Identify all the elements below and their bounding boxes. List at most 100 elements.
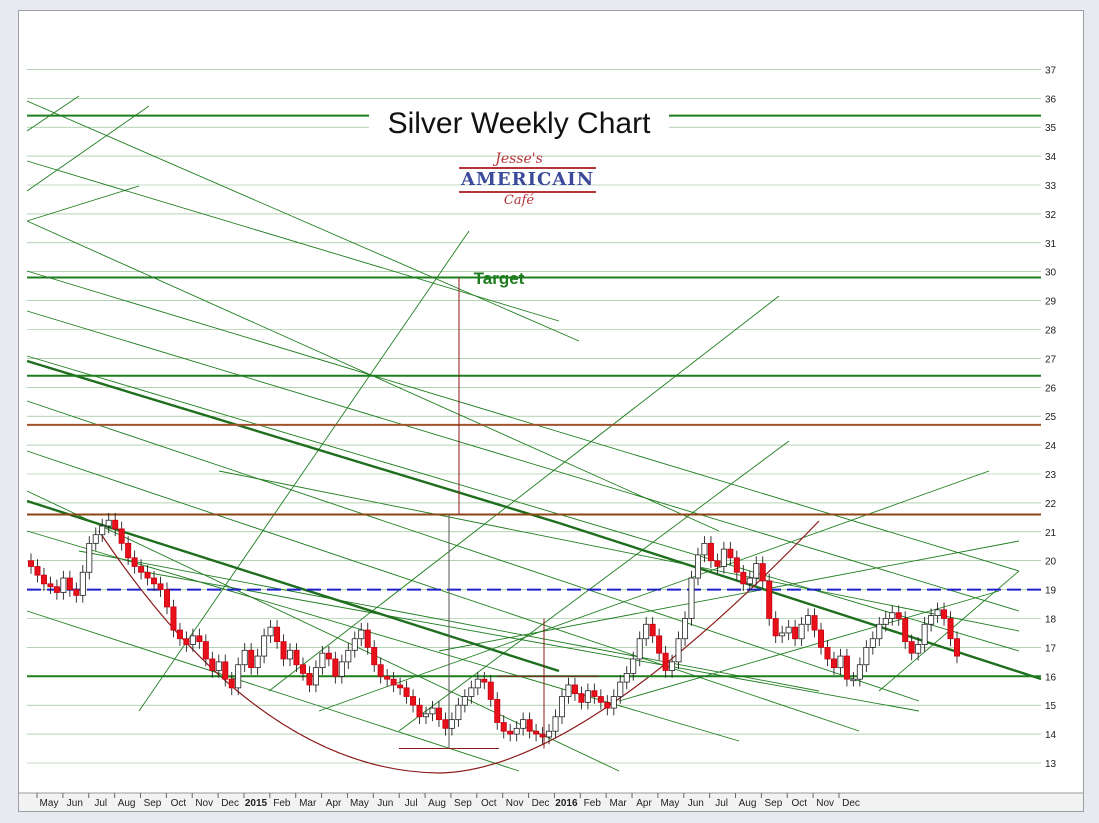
silver-weekly-chart: 13 14 15 16 17 18 19 20 21 22 23 24 25 26 27 28 29 30 31 32… xyxy=(19,65,1083,811)
candle-body xyxy=(902,618,909,643)
candle-body xyxy=(818,629,825,648)
candle-body xyxy=(843,655,850,680)
candle-body xyxy=(947,618,954,640)
trend-line xyxy=(398,440,790,732)
candle-body xyxy=(34,566,41,576)
candle-body xyxy=(701,542,708,556)
trend-line xyxy=(26,95,80,132)
candle-body xyxy=(280,641,287,660)
x-tick-label: Feb xyxy=(584,798,602,809)
logo-line-2: AMERICAIN xyxy=(459,167,597,193)
y-tick-label: 21 xyxy=(1045,528,1057,539)
candle-body xyxy=(520,719,527,729)
trend-line xyxy=(26,400,920,702)
candle-body xyxy=(694,554,701,579)
x-tick-label: Aug xyxy=(118,798,136,809)
candle-body xyxy=(73,589,80,596)
candle-body xyxy=(351,638,358,651)
candle-body xyxy=(423,713,430,718)
candle-body xyxy=(707,542,714,562)
y-tick-label: 31 xyxy=(1045,239,1057,250)
candle-body xyxy=(941,609,948,619)
candle-body xyxy=(176,629,183,640)
candle-body xyxy=(824,647,831,660)
candle-body xyxy=(299,664,306,674)
y-tick-label: 28 xyxy=(1045,326,1057,337)
x-tick-label: 2016 xyxy=(555,798,578,809)
candle-body xyxy=(785,626,792,634)
trend-line-heavy xyxy=(26,359,560,525)
y-tick-label: 18 xyxy=(1045,615,1057,626)
candle-body xyxy=(798,623,805,640)
candle-body xyxy=(539,733,546,738)
candle-body xyxy=(66,577,73,590)
candle-body xyxy=(170,606,177,631)
candle-body xyxy=(610,696,617,709)
candle-body xyxy=(157,583,164,591)
x-tick-label: Aug xyxy=(428,798,446,809)
y-tick-label: 26 xyxy=(1045,383,1057,394)
candle-body xyxy=(79,571,86,596)
trend-line xyxy=(138,570,920,712)
trend-line xyxy=(26,610,520,772)
trend-line xyxy=(26,100,580,342)
x-tick-label: Jun xyxy=(67,798,83,809)
x-tick-label: May xyxy=(40,798,59,809)
candle-body xyxy=(202,641,209,660)
candle-body xyxy=(889,612,896,619)
x-tick-label: Sep xyxy=(764,798,782,809)
candle-body xyxy=(183,638,190,645)
candle-body xyxy=(319,652,326,669)
y-tick-label: 16 xyxy=(1045,672,1057,683)
x-tick-label: Jun xyxy=(377,798,393,809)
trend-line xyxy=(26,355,1020,652)
candle-body xyxy=(261,635,268,657)
candle-body xyxy=(371,647,378,666)
trend-line xyxy=(26,310,1020,612)
candle-body xyxy=(669,661,676,671)
candle-body xyxy=(850,678,857,682)
x-tick-label: Aug xyxy=(739,798,757,809)
candle-body xyxy=(597,696,604,703)
x-tick-label: Sep xyxy=(144,798,162,809)
candle-body xyxy=(125,542,132,559)
candle-body xyxy=(377,664,384,677)
trend-line xyxy=(218,470,1020,632)
candle-body xyxy=(53,586,60,593)
x-tick-label: May xyxy=(350,798,369,809)
x-tick-label: Mar xyxy=(299,798,317,809)
trend-line xyxy=(318,470,990,712)
x-tick-label: Sep xyxy=(454,798,472,809)
candle-body xyxy=(766,580,773,619)
candle-body xyxy=(643,623,650,640)
x-tick-label: Nov xyxy=(816,798,834,809)
candle-body xyxy=(571,684,578,695)
x-tick-label: Dec xyxy=(532,798,550,809)
candle-body xyxy=(630,658,637,674)
candle-body xyxy=(558,696,565,718)
candle-body xyxy=(118,528,125,544)
trend-line xyxy=(618,590,1000,702)
candle-body xyxy=(60,577,67,593)
trend-line xyxy=(26,160,560,322)
candle-body xyxy=(215,661,222,671)
y-tick-label: 15 xyxy=(1045,701,1057,712)
candle-body xyxy=(565,684,572,697)
candle-body xyxy=(189,635,196,645)
candle-body xyxy=(869,638,876,648)
candle-body xyxy=(895,612,902,619)
y-tick-label: 22 xyxy=(1045,499,1057,510)
candle-body xyxy=(228,678,235,689)
candle-body xyxy=(876,623,883,640)
candle-body xyxy=(494,699,501,723)
candle-body xyxy=(241,649,248,666)
candle-body xyxy=(921,623,928,645)
candle-body xyxy=(526,719,533,732)
y-tick-label: 29 xyxy=(1045,297,1057,308)
candle-body xyxy=(934,609,941,617)
y-tick-label: 19 xyxy=(1045,586,1057,597)
candle-body xyxy=(403,687,410,697)
x-tick-label: Apr xyxy=(636,798,652,809)
candle-body xyxy=(267,626,274,637)
candle-body xyxy=(455,704,462,721)
